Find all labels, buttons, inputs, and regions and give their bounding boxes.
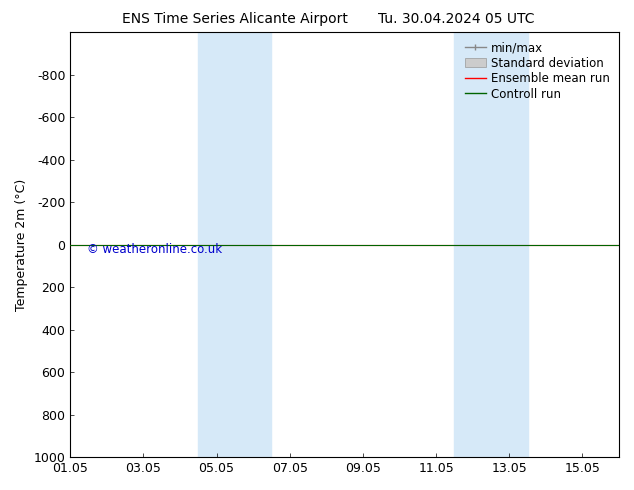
Text: © weatheronline.co.uk: © weatheronline.co.uk [87, 243, 222, 255]
Y-axis label: Temperature 2m (°C): Temperature 2m (°C) [15, 178, 28, 311]
Text: Tu. 30.04.2024 05 UTC: Tu. 30.04.2024 05 UTC [378, 12, 534, 26]
Bar [198, 32, 271, 457]
Legend: min/max, Standard deviation, Ensemble mean run, Controll run: min/max, Standard deviation, Ensemble me… [461, 38, 613, 104]
Text: ENS Time Series Alicante Airport: ENS Time Series Alicante Airport [122, 12, 347, 26]
Bar [455, 32, 527, 457]
